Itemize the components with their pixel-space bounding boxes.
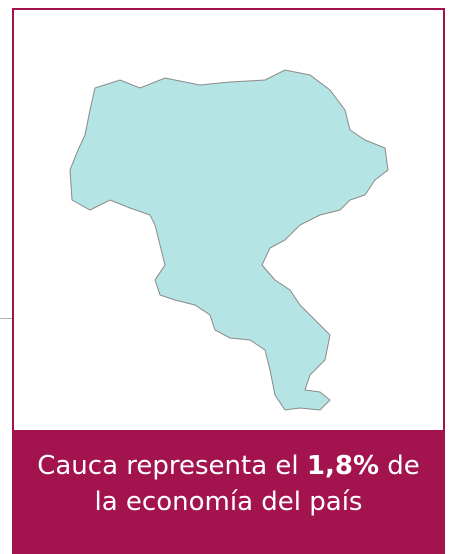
caption: Cauca representa el 1,8% de la economía … [12, 430, 445, 554]
caption-highlight: 1,8% [306, 451, 380, 481]
divider-line [0, 318, 12, 319]
caption-text: Cauca representa el [37, 451, 299, 481]
cauca-shape [69, 69, 389, 411]
caption-text: de la economía del país [94, 451, 420, 517]
cauca-map [69, 69, 389, 411]
map-frame [12, 8, 445, 432]
